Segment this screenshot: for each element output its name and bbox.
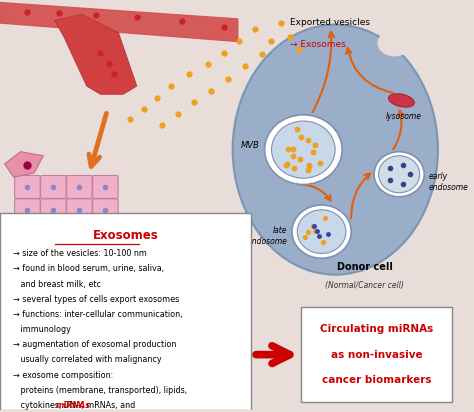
FancyBboxPatch shape [301,307,452,402]
Text: → functions: inter-cellular communication,: → functions: inter-cellular communicatio… [13,310,182,319]
Text: late
endosome: late endosome [247,226,287,246]
FancyBboxPatch shape [67,176,92,199]
Text: Recipient cells: Recipient cells [24,229,104,240]
FancyBboxPatch shape [92,199,118,222]
Text: and breast milk, etc: and breast milk, etc [13,280,101,288]
FancyBboxPatch shape [15,176,40,199]
Ellipse shape [389,94,414,107]
Text: as non-invasive: as non-invasive [330,350,422,360]
Circle shape [374,152,424,197]
Text: (Normal/Cancer cell): (Normal/Cancer cell) [326,281,404,290]
Circle shape [297,210,346,253]
Text: → size of the vesicles: 10-100 nm: → size of the vesicles: 10-100 nm [13,249,146,258]
Text: → Exosomes: → Exosomes [290,40,346,49]
FancyBboxPatch shape [92,176,118,199]
Circle shape [264,115,342,185]
Text: proteins (membrane, transported), lipids,: proteins (membrane, transported), lipids… [13,386,187,395]
Text: → augmentation of exosomal production: → augmentation of exosomal production [13,340,176,349]
Polygon shape [5,152,43,177]
Text: → exosome composition:: → exosome composition: [13,371,113,379]
Text: (Normal/Cancer cells): (Normal/Cancer cells) [22,246,105,255]
Circle shape [379,156,419,193]
Text: → several types of cells export exosomes: → several types of cells export exosomes [13,295,179,304]
Ellipse shape [233,25,438,275]
Text: cancer biomarkers: cancer biomarkers [321,375,431,386]
FancyBboxPatch shape [0,213,251,410]
FancyBboxPatch shape [41,176,66,199]
Ellipse shape [377,30,412,56]
Text: miRNAs: miRNAs [56,401,91,410]
Text: early
endosome: early endosome [429,172,469,192]
FancyBboxPatch shape [41,199,66,222]
FancyBboxPatch shape [67,199,92,222]
Text: immunology: immunology [13,325,71,334]
Text: Exosomes: Exosomes [92,229,158,242]
Text: Circulating miRNAs: Circulating miRNAs [319,324,433,334]
FancyBboxPatch shape [15,199,40,222]
Circle shape [292,205,351,258]
Text: MVB: MVB [241,141,260,150]
Text: → found in blood serum, urine, saliva,: → found in blood serum, urine, saliva, [13,265,164,274]
Text: cytokines, DNA, mRNAs, and: cytokines, DNA, mRNAs, and [13,401,137,410]
Text: lysosome: lysosome [386,112,422,121]
Text: Exported vesicles: Exported vesicles [290,19,370,28]
Polygon shape [55,14,137,94]
Circle shape [272,121,335,178]
Text: usually correlated with malignancy: usually correlated with malignancy [13,356,162,365]
Text: Donor cell: Donor cell [337,262,393,272]
